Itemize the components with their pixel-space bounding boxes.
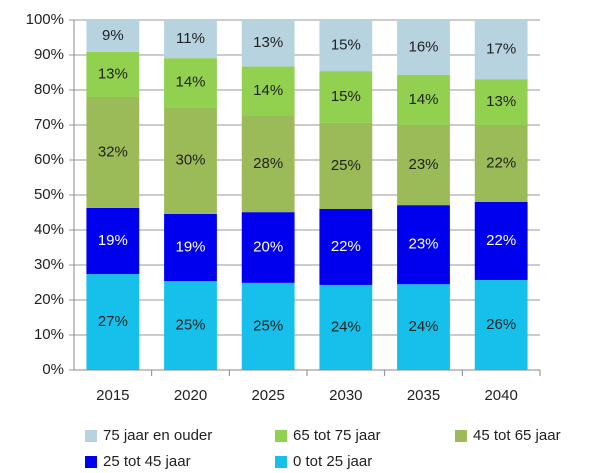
x-tick-label: 2025 — [251, 387, 284, 404]
bar-segment — [164, 58, 217, 108]
bar-segment — [241, 115, 295, 213]
y-tick-label: 70% — [34, 116, 64, 133]
bar-segment — [164, 20, 217, 59]
legend-label: 25 tot 45 jaar — [103, 453, 191, 470]
bar-segment — [397, 125, 450, 206]
x-tick-label: 2015 — [96, 387, 129, 404]
bar-segment — [86, 207, 140, 275]
data-label: 22% — [331, 238, 361, 255]
bar-segment — [86, 97, 140, 208]
data-label: 15% — [331, 88, 361, 105]
data-label: 23% — [408, 156, 438, 173]
data-label: 22% — [486, 154, 516, 171]
data-label: 24% — [408, 318, 438, 335]
bar-segment — [397, 20, 450, 75]
y-tick-label: 20% — [34, 291, 64, 308]
data-label: 20% — [253, 238, 283, 255]
bar-segment — [474, 79, 528, 125]
data-label: 17% — [486, 41, 516, 58]
legend-swatch — [275, 430, 287, 442]
y-tick-label: 0% — [42, 361, 64, 378]
bar-segment — [319, 209, 373, 285]
data-label: 26% — [486, 316, 516, 333]
data-label: 14% — [253, 82, 283, 99]
x-tick-label: 2035 — [407, 387, 440, 404]
bar-segment — [319, 122, 373, 209]
data-label: 13% — [486, 93, 516, 110]
bar-segment — [241, 282, 295, 370]
data-label: 19% — [98, 232, 128, 249]
data-label: 32% — [98, 143, 128, 160]
data-label: 25% — [253, 317, 283, 334]
data-label: 27% — [98, 313, 128, 330]
bar-segment — [474, 20, 528, 80]
y-tick-label: 40% — [34, 221, 64, 238]
bar-segment — [397, 205, 450, 285]
data-label: 25% — [331, 157, 361, 174]
bar-segment — [86, 20, 140, 52]
y-tick-label: 30% — [34, 256, 64, 273]
bar-segment — [86, 274, 140, 370]
y-tick-label: 10% — [34, 326, 64, 343]
x-tick-label: 2020 — [174, 387, 207, 404]
legend-swatch — [85, 430, 97, 442]
bar-segment — [474, 202, 528, 281]
y-tick-label: 90% — [34, 46, 64, 63]
bar-segment — [397, 74, 450, 125]
data-label: 14% — [408, 91, 438, 108]
legend-label: 75 jaar en ouder — [103, 427, 212, 444]
data-label: 14% — [175, 74, 205, 91]
legend-label: 0 tot 25 jaar — [293, 453, 372, 470]
y-tick-label: 50% — [34, 186, 64, 203]
legend-swatch — [275, 456, 287, 468]
bar-segment — [86, 51, 140, 97]
data-label: 11% — [176, 30, 205, 47]
y-tick-label: 100% — [26, 11, 64, 28]
bar-segment — [319, 20, 373, 72]
legend-swatch — [455, 430, 467, 442]
bar-segment — [241, 212, 295, 283]
legend-label: 65 tot 75 jaar — [293, 427, 381, 444]
bar-segment — [241, 20, 295, 67]
bar-segment — [164, 281, 217, 370]
bar-segment — [241, 66, 295, 116]
bar-segment — [319, 71, 373, 123]
data-label: 13% — [98, 65, 128, 82]
bar-segment — [474, 280, 528, 370]
data-label: 13% — [253, 34, 283, 51]
data-label: 19% — [175, 238, 205, 255]
data-label: 25% — [175, 317, 205, 334]
bar-segment — [474, 125, 528, 202]
bar-segment — [164, 107, 217, 214]
bar-segment — [397, 284, 450, 370]
legend-swatch — [85, 456, 97, 468]
x-tick-label: 2040 — [484, 387, 517, 404]
bar-segment — [319, 284, 373, 370]
data-label: 30% — [175, 151, 205, 168]
legend-label: 45 tot 65 jaar — [473, 427, 561, 444]
y-tick-label: 80% — [34, 81, 64, 98]
data-label: 23% — [408, 236, 438, 253]
y-tick-label: 60% — [34, 151, 64, 168]
bar-segment — [164, 213, 217, 282]
x-tick-label: 2030 — [329, 387, 362, 404]
data-label: 9% — [102, 27, 124, 44]
data-label: 15% — [331, 37, 361, 54]
data-label: 22% — [486, 232, 516, 249]
data-label: 28% — [253, 155, 283, 172]
data-label: 16% — [408, 38, 438, 55]
data-label: 24% — [331, 318, 361, 335]
